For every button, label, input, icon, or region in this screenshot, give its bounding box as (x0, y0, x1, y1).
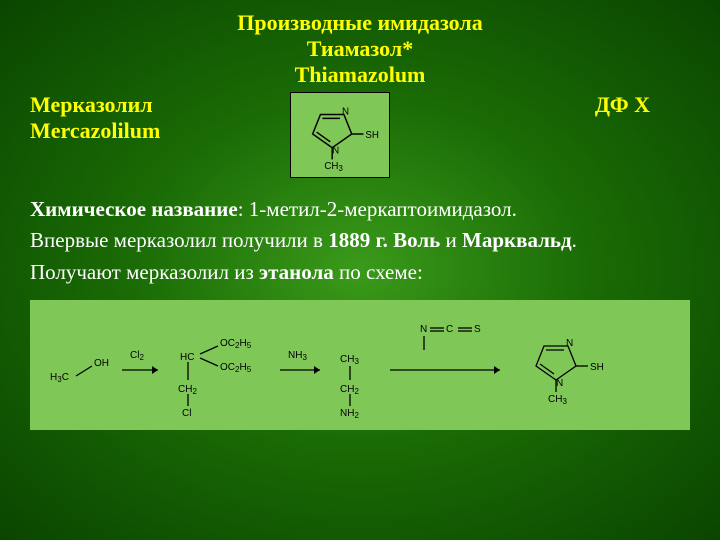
reaction-scheme: H3C OH Cl2 HC OC2H5 OC2H5 CH2 Cl (30, 300, 690, 430)
svg-text:N: N (556, 378, 563, 389)
svg-text:N: N (342, 106, 349, 117)
svg-text:CH3: CH3 (548, 394, 567, 406)
title-main: Производные имидазола (30, 10, 690, 36)
product-struct: N N SH CH3 (536, 338, 604, 406)
header-row: Мерказолил Mercazolilum N N SH (30, 92, 690, 178)
svg-text:OC2H5: OC2H5 (220, 362, 252, 374)
svg-text:NH2: NH2 (340, 408, 359, 420)
name-lat: Mercazolilum (30, 118, 280, 144)
svg-text:Cl: Cl (182, 408, 191, 419)
svg-text:CH3: CH3 (324, 161, 342, 172)
isothiocyanate-struct: N C S (420, 324, 481, 350)
body-text: Химическое название: 1-метил-2-меркаптои… (30, 196, 690, 286)
chem-name-line: Химическое название: 1-метил-2-меркаптои… (30, 196, 690, 223)
svg-text:H3C: H3C (50, 372, 69, 384)
left-names: Мерказолил Mercazolilum (30, 92, 280, 144)
methimazole-structure-icon: N N SH CH3 (297, 98, 383, 172)
svg-text:N: N (566, 338, 573, 349)
chem-name-value: : 1-метил-2-меркаптоимидазол. (238, 197, 517, 221)
chem-name-label: Химическое название (30, 197, 238, 221)
svg-text:SH: SH (365, 130, 379, 141)
aminoacetal-struct: CH3 CH2 NH2 (340, 354, 359, 420)
svg-text:C: C (446, 324, 453, 335)
name-ru: Мерказолил (30, 92, 280, 118)
svg-text:HC: HC (180, 352, 194, 363)
svg-text:NH3: NH3 (288, 350, 307, 362)
title-block: Производные имидазола Тиамазол* Thiamazo… (30, 10, 690, 88)
svg-text:OC2H5: OC2H5 (220, 338, 252, 350)
title-sub1: Тиамазол* (30, 36, 690, 62)
structure-box: N N SH CH3 (290, 92, 390, 178)
reaction-scheme-icon: H3C OH Cl2 HC OC2H5 OC2H5 CH2 Cl (40, 310, 680, 420)
main-structure: N N SH CH3 (290, 92, 390, 178)
ethanol-struct: H3C OH (50, 358, 109, 384)
title-sub2: Thiamazolum (30, 62, 690, 88)
svg-text:N: N (332, 146, 339, 157)
svg-text:Cl2: Cl2 (130, 350, 144, 362)
right-reference: ДФ X (400, 92, 690, 118)
arrow-1: Cl2 (122, 350, 158, 374)
arrow-2: NH3 (280, 350, 320, 374)
svg-text:SH: SH (590, 362, 604, 373)
history-line: Впервые мерказолил получили в 1889 г. Во… (30, 227, 690, 254)
arrow-3 (390, 366, 500, 374)
svg-text:S: S (474, 324, 481, 335)
svg-text:N: N (420, 324, 427, 335)
svg-text:OH: OH (94, 358, 109, 369)
svg-text:CH3: CH3 (340, 354, 359, 366)
chloroacetal-struct: HC OC2H5 OC2H5 CH2 Cl (178, 338, 252, 419)
synthesis-intro-line: Получают мерказолил из этанола по схеме: (30, 259, 690, 286)
